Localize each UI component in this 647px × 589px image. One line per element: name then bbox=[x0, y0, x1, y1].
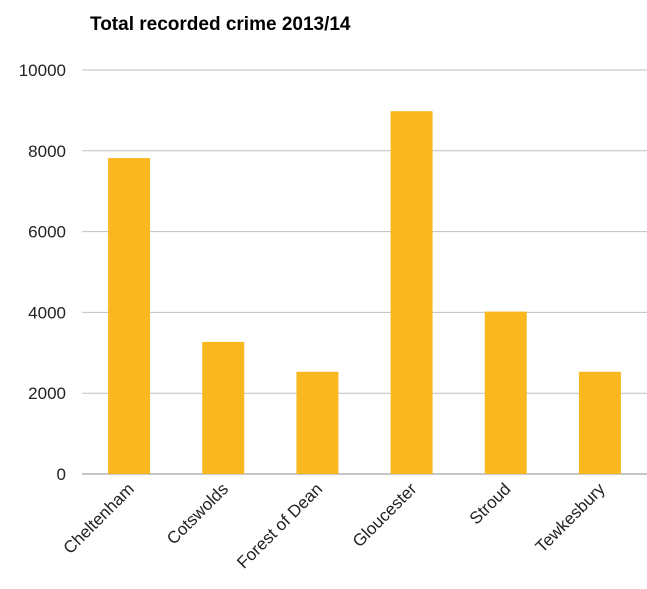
x-category-label: Gloucester bbox=[349, 479, 421, 551]
bar bbox=[202, 341, 245, 474]
bar bbox=[578, 371, 621, 474]
x-category-label: Cotswolds bbox=[163, 479, 232, 548]
y-tick-label: 0 bbox=[57, 465, 66, 484]
bar bbox=[484, 311, 527, 474]
x-category-label: Cheltenham bbox=[60, 479, 138, 557]
bar bbox=[108, 158, 151, 474]
bar bbox=[390, 111, 433, 474]
y-tick-label: 8000 bbox=[28, 142, 66, 161]
x-axis-labels: Cheltenham Cotswolds Forest of Dean Glouces… bbox=[60, 479, 609, 572]
y-tick-label: 10000 bbox=[19, 61, 66, 80]
x-category-label: Stroud bbox=[466, 479, 515, 528]
y-tick-label: 6000 bbox=[28, 223, 66, 242]
grid-layer bbox=[82, 69, 647, 475]
x-category-label: Tewkesbury bbox=[532, 479, 609, 556]
chart-title: Total recorded crime 2013/14 bbox=[90, 14, 351, 35]
x-category-label: Forest of Dean bbox=[233, 479, 326, 572]
y-tick-label: 4000 bbox=[28, 303, 66, 322]
bars-layer bbox=[108, 111, 621, 474]
bar bbox=[296, 371, 339, 474]
y-axis-ticks: 0 2000 4000 6000 8000 10000 bbox=[19, 61, 66, 484]
y-tick-label: 2000 bbox=[28, 384, 66, 403]
